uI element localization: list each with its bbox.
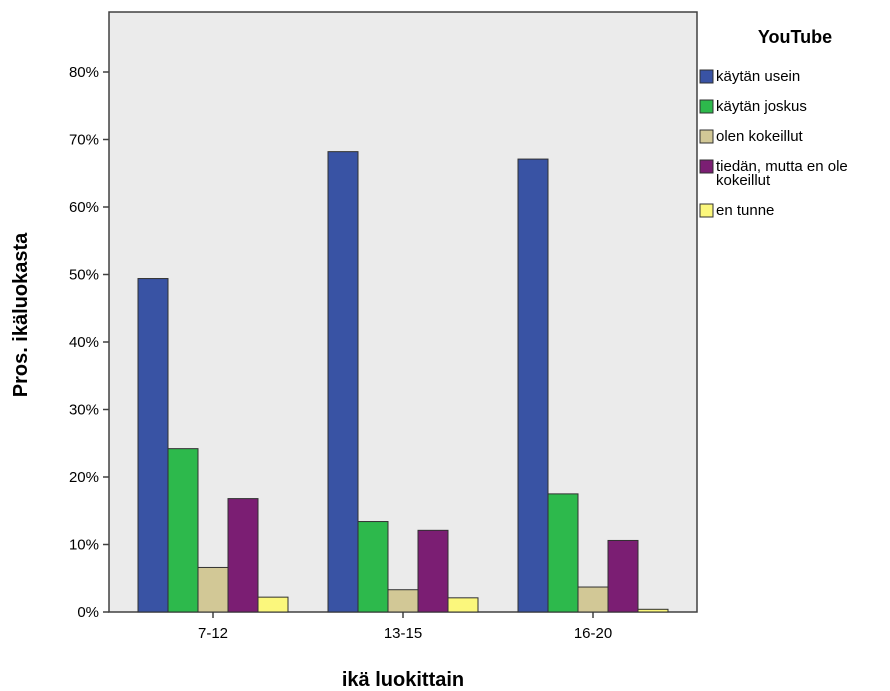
y-tick-label: 40% bbox=[69, 334, 99, 351]
x-tick-label: 16-20 bbox=[574, 625, 612, 642]
legend-label: tiedän, mutta en ole bbox=[716, 158, 848, 175]
y-tick-label: 20% bbox=[69, 469, 99, 486]
x-tick-label: 13-15 bbox=[384, 625, 422, 642]
bar bbox=[227, 498, 259, 613]
y-tick-label: 60% bbox=[69, 199, 99, 216]
bar bbox=[417, 529, 449, 613]
legend-swatch bbox=[699, 69, 714, 84]
bar bbox=[197, 566, 229, 613]
bars bbox=[137, 151, 669, 613]
x-axis-title: ikä luokittain bbox=[342, 669, 464, 691]
legend: YouTube käytän usein käytän joskus olen ko… bbox=[699, 27, 848, 219]
bar bbox=[387, 589, 419, 613]
legend-swatch bbox=[699, 159, 714, 174]
bar bbox=[167, 448, 199, 613]
x-tick-label: 7-12 bbox=[198, 625, 228, 642]
bar bbox=[637, 608, 669, 613]
bar bbox=[137, 278, 169, 613]
x-axis: 7-12 13-15 16-20 bbox=[198, 612, 612, 642]
legend-swatch bbox=[699, 203, 714, 218]
bar bbox=[547, 493, 579, 613]
bar bbox=[327, 151, 359, 613]
y-tick-label: 70% bbox=[69, 132, 99, 149]
bar bbox=[577, 586, 609, 613]
y-tick-label: 10% bbox=[69, 537, 99, 554]
y-tick-label: 30% bbox=[69, 402, 99, 419]
bar bbox=[517, 158, 549, 613]
legend-swatch bbox=[699, 129, 714, 144]
y-axis-title: Pros. ikäluokasta bbox=[10, 232, 32, 397]
bar bbox=[257, 596, 289, 613]
legend-label: olen kokeillut bbox=[716, 128, 804, 145]
plot-area bbox=[108, 11, 698, 613]
legend-swatch bbox=[699, 99, 714, 114]
y-tick-label: 0% bbox=[77, 604, 99, 621]
legend-label: kokeillut bbox=[716, 172, 771, 189]
legend-label: en tunne bbox=[716, 202, 774, 219]
bar bbox=[357, 521, 389, 613]
y-tick-label: 80% bbox=[69, 64, 99, 81]
legend-label: käytän joskus bbox=[716, 98, 807, 115]
legend-label: käytän usein bbox=[716, 68, 800, 85]
legend-title: YouTube bbox=[758, 27, 832, 47]
bar bbox=[447, 597, 479, 613]
bar bbox=[607, 539, 639, 613]
y-tick-label: 50% bbox=[69, 267, 99, 284]
y-axis: 0% 10% 20% 30% 40% 50% 60% 70% 80% bbox=[69, 64, 109, 621]
